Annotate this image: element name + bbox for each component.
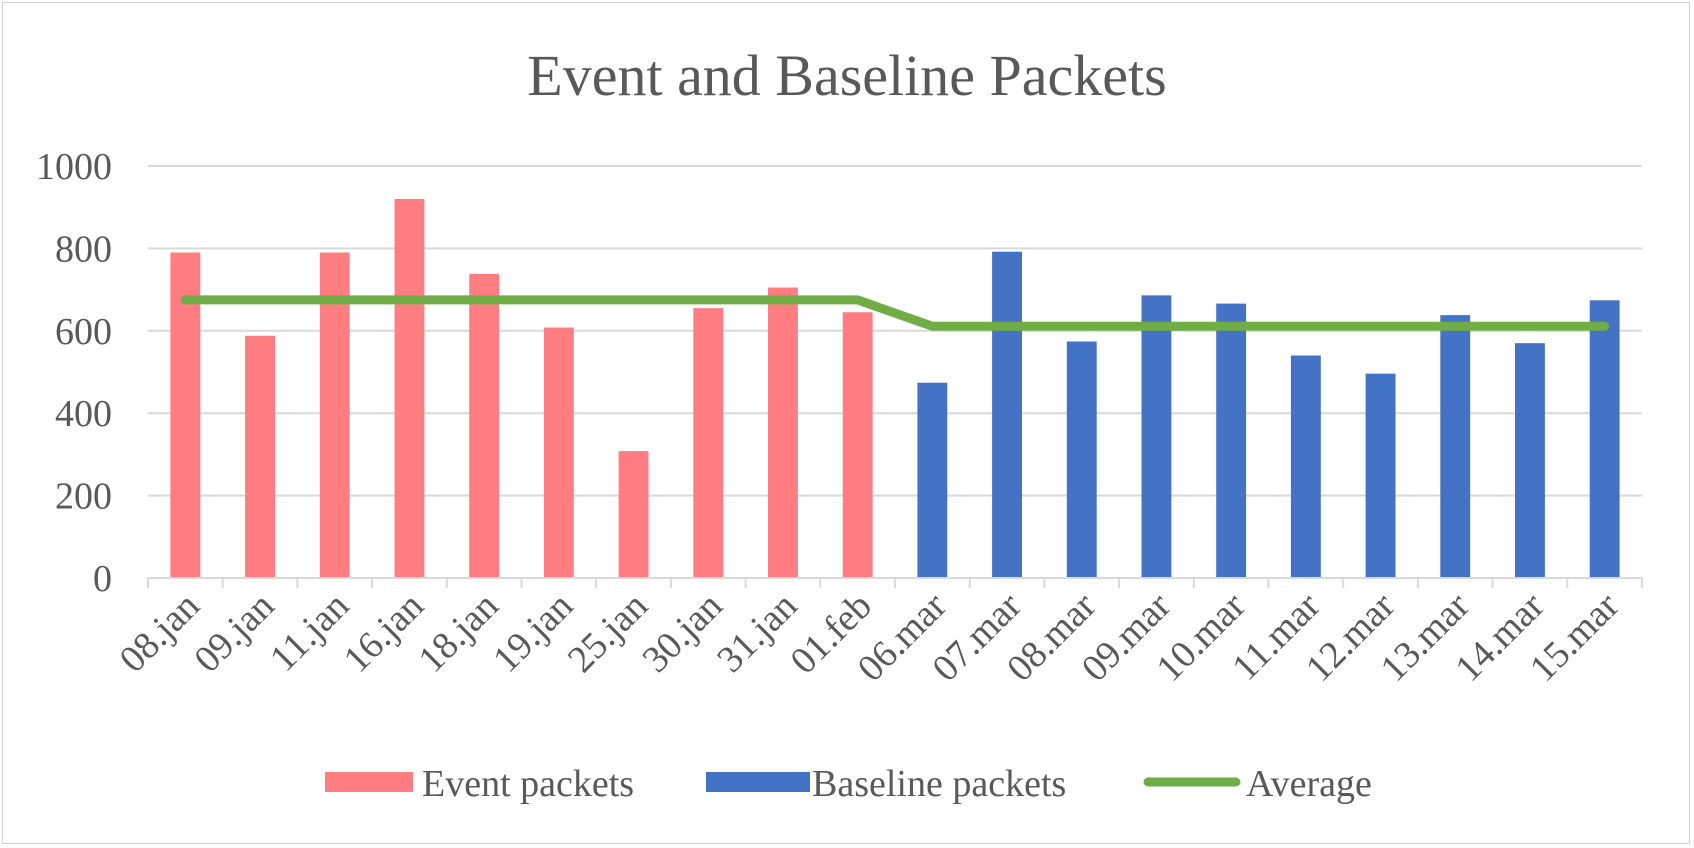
x-tick-label: 30.jan xyxy=(634,585,730,681)
bar-event-packets xyxy=(618,451,649,578)
y-axis-labels: 0 200 400 600 800 1000 xyxy=(36,146,112,600)
legend-swatch-event-packets xyxy=(325,772,413,792)
chart-title: Event and Baseline Packets xyxy=(527,43,1166,108)
y-tick-label: 600 xyxy=(55,311,112,353)
bar-baseline-packets xyxy=(1365,373,1396,578)
x-tick-label: 18.jan xyxy=(410,585,506,681)
x-tick-label: 31.jan xyxy=(709,585,805,681)
bars xyxy=(170,198,1620,579)
bar-baseline-packets xyxy=(917,382,948,578)
bar-baseline-packets xyxy=(1066,341,1097,578)
average-line xyxy=(180,295,1610,331)
x-tick-label: 16.jan xyxy=(336,585,432,681)
bar-event-packets xyxy=(170,252,201,578)
bar-baseline-packets xyxy=(992,251,1022,579)
y-tick-label: 400 xyxy=(55,393,112,435)
bar-baseline-packets xyxy=(1141,295,1172,578)
average-line-group xyxy=(180,295,1610,331)
bar-event-packets xyxy=(842,312,873,578)
bar-event-packets xyxy=(693,308,724,578)
legend-label-event-packets: Event packets xyxy=(422,763,634,805)
x-tick-label: 19.jan xyxy=(485,585,581,681)
bar-event-packets xyxy=(469,273,500,578)
legend-label-baseline-packets: Baseline packets xyxy=(812,763,1066,805)
bar-event-packets xyxy=(768,287,798,578)
bar-event-packets xyxy=(543,327,574,578)
y-tick-label: 800 xyxy=(55,228,112,270)
bar-event-packets xyxy=(394,198,425,578)
y-tick-label: 200 xyxy=(55,476,112,518)
x-tick-label: 09.jan xyxy=(186,585,282,681)
bar-baseline-packets xyxy=(1216,303,1247,578)
bar-event-packets xyxy=(319,252,350,578)
legend-label-average: Average xyxy=(1246,763,1372,805)
x-tick-label: 08.jan xyxy=(112,585,208,681)
bar-event-packets xyxy=(245,335,275,578)
bar-baseline-packets xyxy=(1515,343,1545,578)
y-tick-label: 0 xyxy=(93,558,112,600)
x-tick-label: 11.jan xyxy=(262,585,357,680)
bar-baseline-packets xyxy=(1440,315,1471,578)
x-tick-label: 25.jan xyxy=(560,585,656,681)
bar-baseline-packets xyxy=(1589,300,1620,578)
legend: Event packets Baseline packets Average xyxy=(325,763,1372,805)
y-tick-label: 1000 xyxy=(36,146,112,188)
bar-baseline-packets xyxy=(1290,355,1321,578)
x-axis: 08.jan09.jan11.jan16.jan18.jan19.jan25.j… xyxy=(112,577,1643,690)
legend-swatch-baseline-packets xyxy=(706,772,810,792)
